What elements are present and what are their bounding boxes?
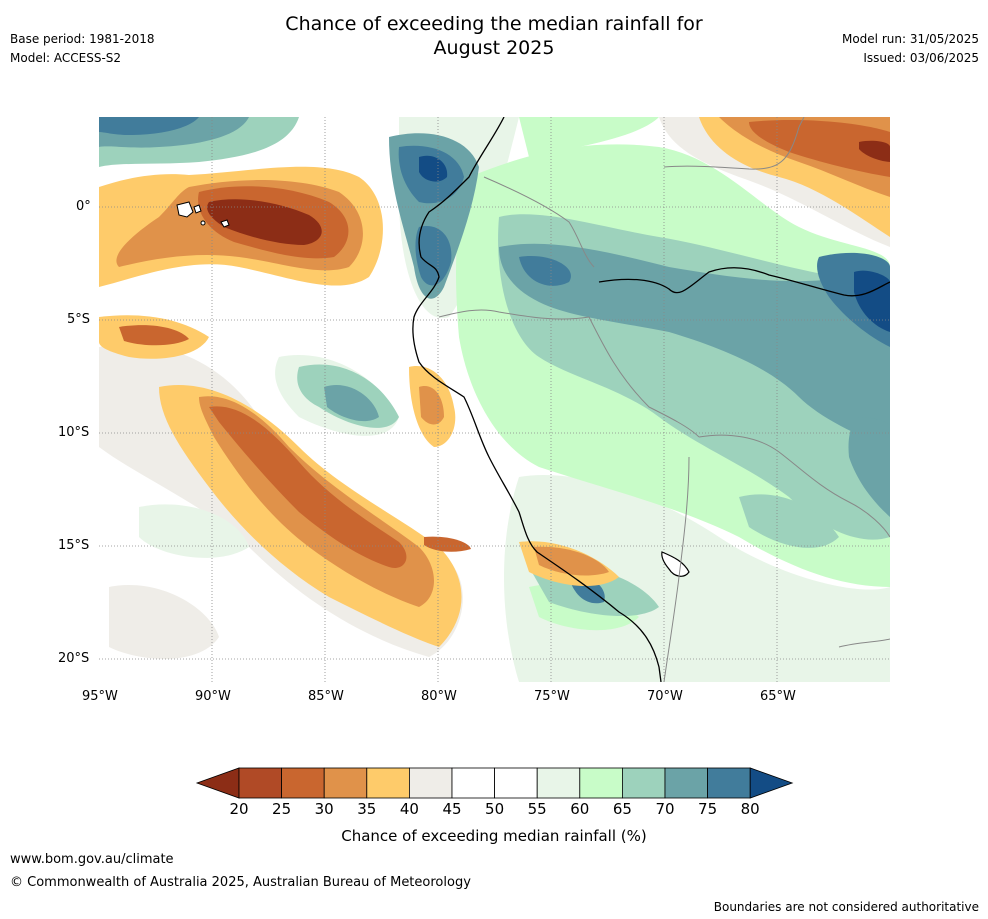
country-borders <box>438 117 890 682</box>
colorbar <box>195 767 794 799</box>
rainfall-map <box>99 117 890 682</box>
lon-label-90w: 90°W <box>195 689 231 704</box>
lon-label-85w: 85°W <box>308 689 344 704</box>
map-title: Chance of exceeding the median rainfall … <box>0 12 988 60</box>
footer-copyright: © Commonwealth of Australia 2025, Austra… <box>10 875 471 890</box>
base-period-text: Base period: 1981-2018 <box>10 32 155 46</box>
footer-url: www.bom.gov.au/climate <box>10 852 174 867</box>
colorbar-tick-label: 25 <box>272 800 292 818</box>
galapagos-islands <box>176 201 230 228</box>
colorbar-tick-label: 50 <box>485 800 505 818</box>
coastline <box>412 117 662 682</box>
amazon-river <box>598 267 890 297</box>
lat-label-5s: 5°S <box>67 312 91 327</box>
footer-disclaimer: Boundaries are not considered authoritat… <box>713 900 979 914</box>
lat-label-0: 0° <box>76 199 91 214</box>
map-svg <box>99 117 890 682</box>
colorbar-extend-low <box>195 767 240 799</box>
colorbar-cell <box>408 767 453 799</box>
colorbar-tick-label: 55 <box>527 800 547 818</box>
colorbar-cell <box>323 767 368 799</box>
colorbar-cell <box>664 767 708 799</box>
title-line-2: August 2025 <box>433 37 555 59</box>
colorbar-tick-label: 75 <box>698 800 718 818</box>
colorbar-tick-label: 40 <box>399 800 419 818</box>
lon-label-95w: 95°W <box>82 689 118 704</box>
colorbar-tick-label: 35 <box>357 800 377 818</box>
model-text: Model: ACCESS-S2 <box>10 51 122 65</box>
graticule <box>99 117 890 682</box>
colorbar-ticks: 20 25 30 35 40 45 50 55 60 65 70 75 80 <box>0 800 988 820</box>
colorbar-cell <box>281 767 325 799</box>
colorbar-tick-label: 30 <box>314 800 334 818</box>
colorbar-tick-label: 80 <box>740 800 760 818</box>
model-run-text: Model run: 31/05/2025 <box>841 32 979 46</box>
lat-label-20s: 20°S <box>58 651 90 666</box>
colorbar-tick-label: 70 <box>655 800 675 818</box>
colorbar-cell <box>238 767 282 799</box>
title-line-1: Chance of exceeding the median rainfall … <box>285 13 703 35</box>
colorbar-label: Chance of exceeding median rainfall (%) <box>341 827 647 845</box>
colorbar-cell <box>621 767 666 799</box>
lat-label-15s: 15°S <box>58 538 90 553</box>
colorbar-tick-label: 45 <box>442 800 462 818</box>
colorbar-tick-label: 20 <box>229 800 249 818</box>
lat-label-10s: 10°S <box>58 425 90 440</box>
colorbar-cell <box>536 767 581 799</box>
colorbar-cell <box>451 767 495 799</box>
colorbar-tick-label: 65 <box>612 800 632 818</box>
colorbar-cell <box>366 767 410 799</box>
dark-brown-areas <box>207 140 890 245</box>
lon-label-65w: 65°W <box>760 689 796 704</box>
colorbar-tick-label: 60 <box>570 800 590 818</box>
lon-label-70w: 70°W <box>647 689 683 704</box>
colorbar-cell <box>707 767 751 799</box>
colorbar-extend-high <box>749 767 794 799</box>
issued-text: Issued: 03/06/2025 <box>863 51 979 65</box>
colorbar-cell <box>579 767 623 799</box>
lon-label-75w: 75°W <box>534 689 570 704</box>
lon-label-80w: 80°W <box>421 689 457 704</box>
colorbar-cell <box>494 767 538 799</box>
